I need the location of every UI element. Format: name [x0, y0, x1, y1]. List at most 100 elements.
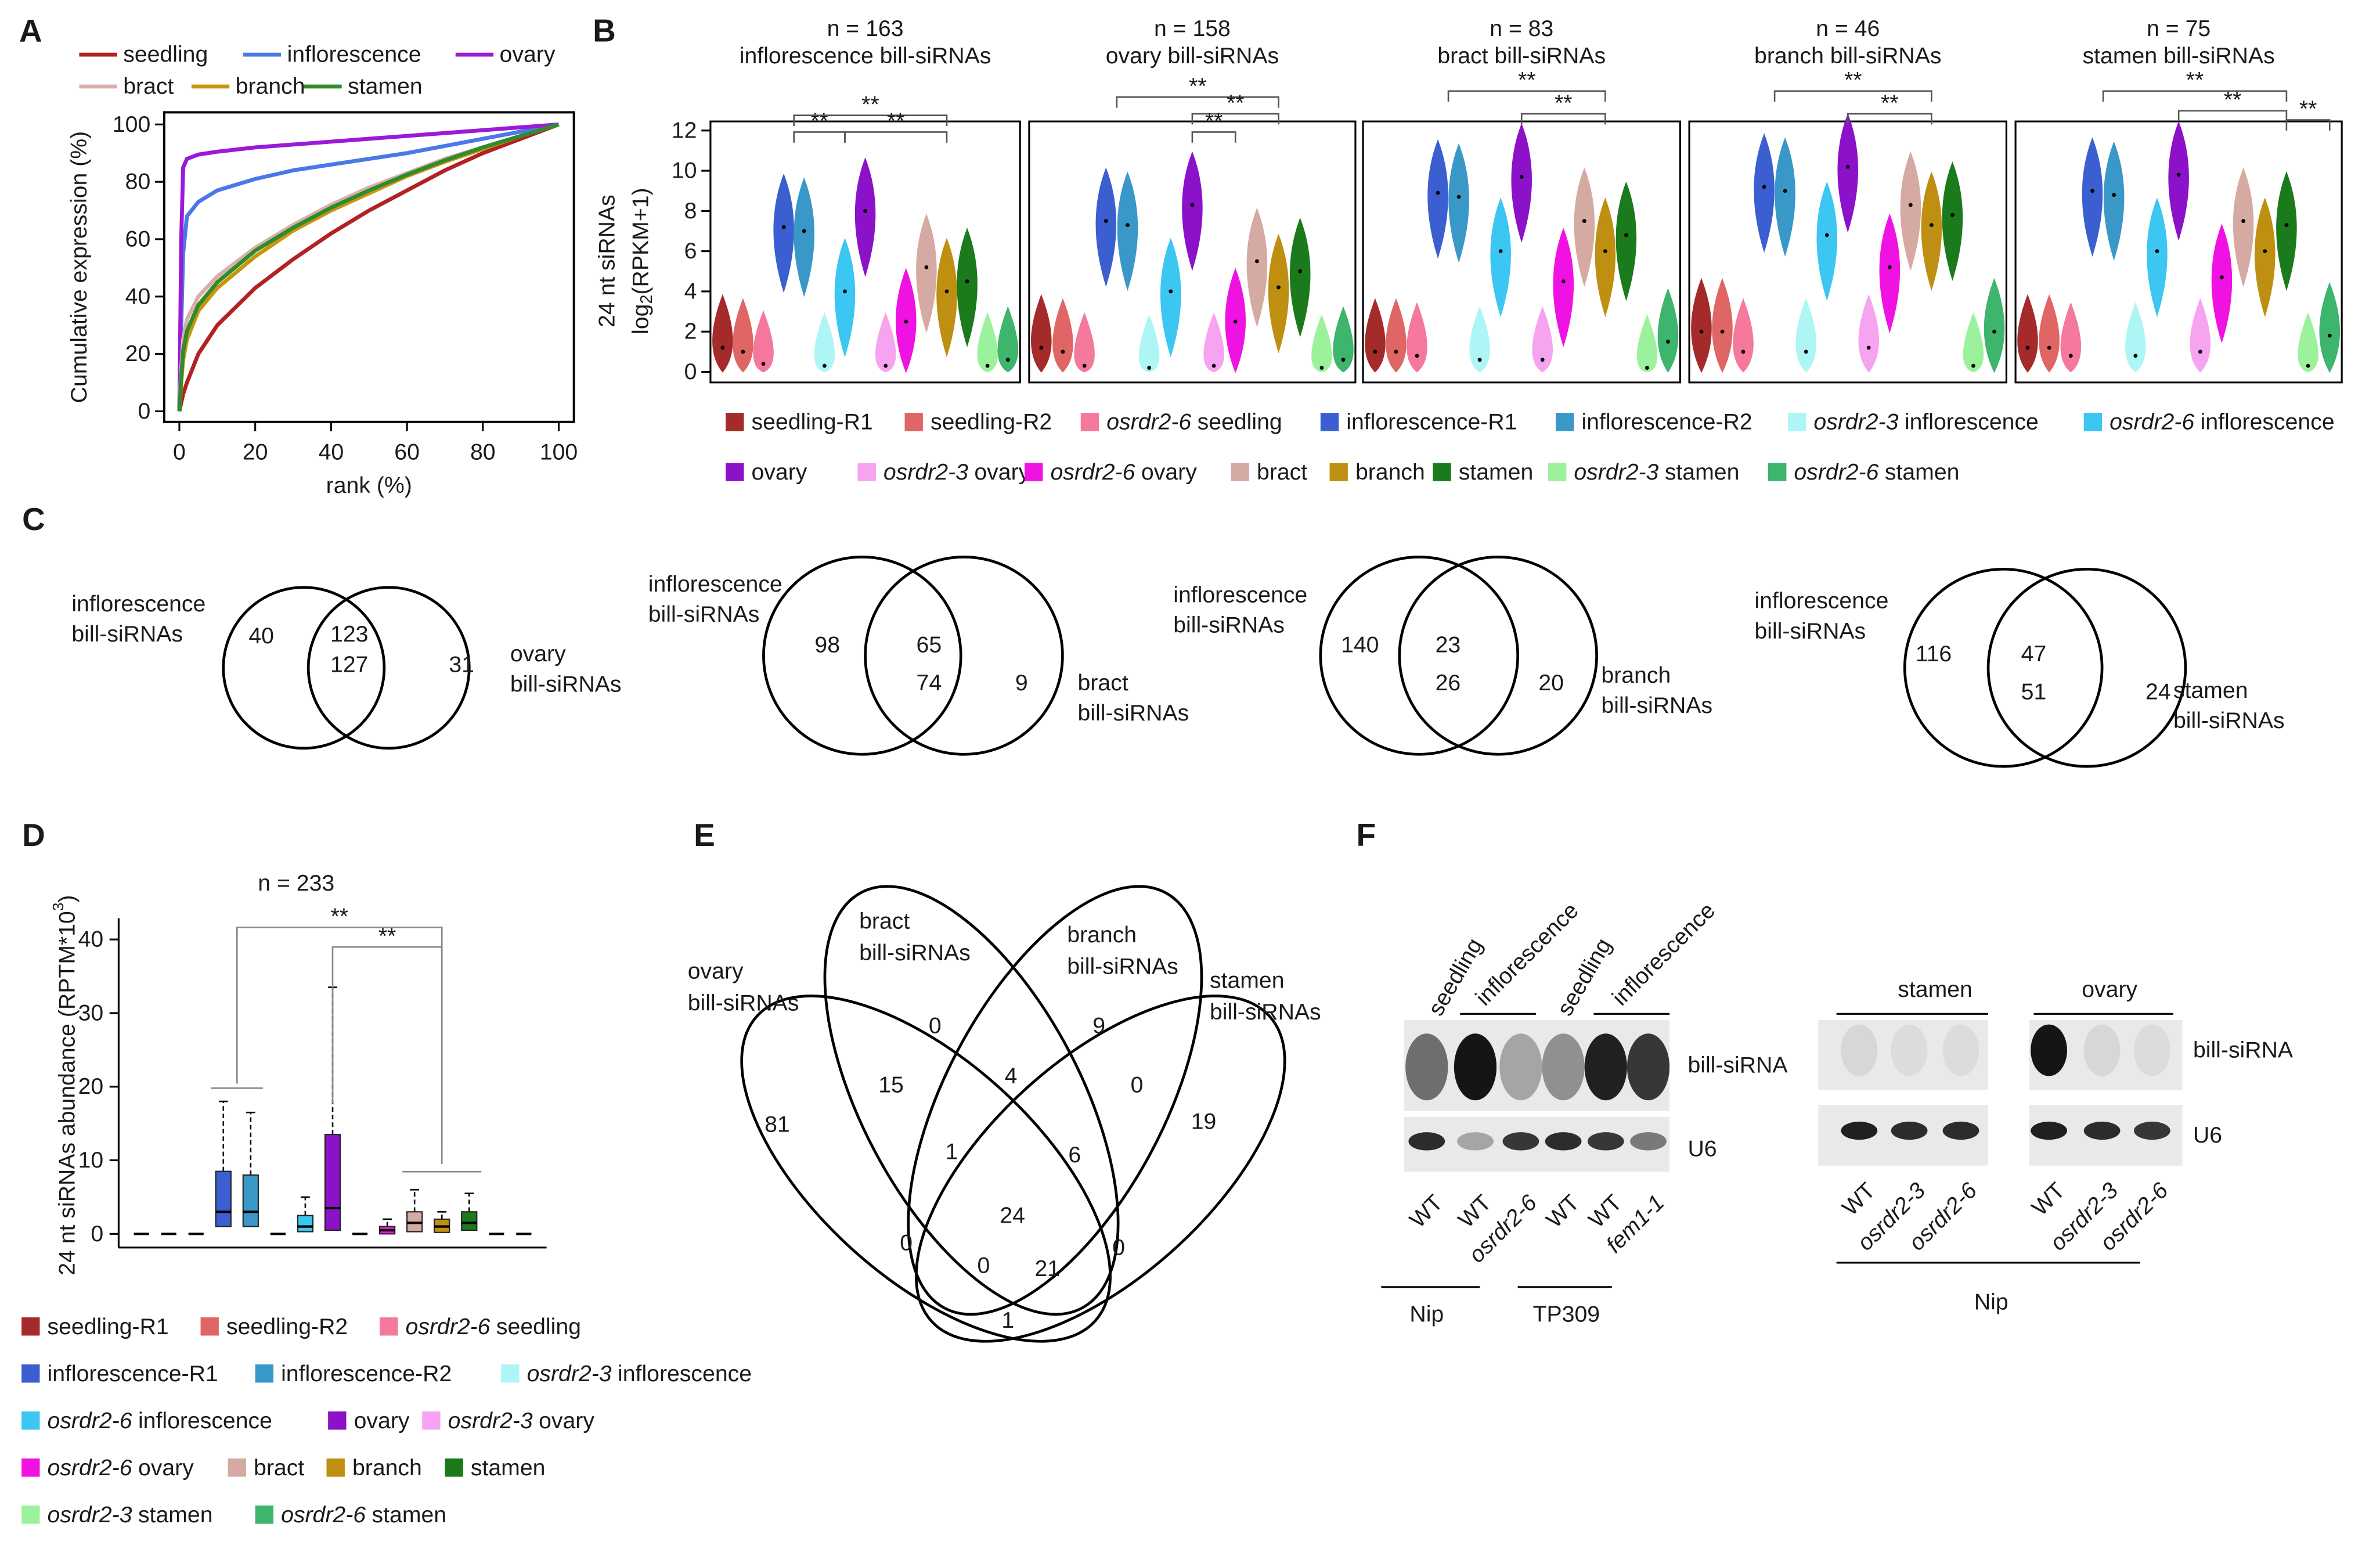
- panel-letter: B: [593, 12, 616, 48]
- violin-median: [1341, 358, 1346, 362]
- series-line: [177, 123, 560, 412]
- subplot-title: branch bill-siRNAs: [1754, 44, 1941, 69]
- legend-label: osrdr2-3 inflorescence: [1813, 409, 2038, 434]
- violin: [1712, 278, 1733, 373]
- significance-star: **: [1881, 91, 1899, 116]
- y-tick-label: 10: [78, 1148, 104, 1173]
- legend-mutant: osrdr2-6: [281, 1502, 366, 1527]
- legend-label: osrdr2-3 inflorescence: [527, 1361, 752, 1386]
- legend-tissue: seedling-R1: [752, 409, 873, 434]
- venn-count: 47: [2021, 642, 2047, 666]
- venn-set-label: inflorescence: [71, 592, 205, 617]
- y-tick-label: 40: [125, 284, 151, 309]
- significance-bracket: [1191, 131, 1236, 143]
- violin-median: [1561, 279, 1566, 284]
- subplot-title: inflorescence bill-siRNAs: [740, 44, 991, 69]
- subplot-title: bract bill-siRNAs: [1437, 44, 1606, 69]
- legend-swatch: [1025, 463, 1043, 481]
- legend-label: seedling-R2: [226, 1314, 348, 1339]
- violin-median: [1845, 164, 1850, 169]
- panel-letter: F: [1356, 817, 1376, 853]
- y-tick-label: 80: [125, 170, 151, 194]
- violin-median: [944, 289, 949, 294]
- legend-swatch: [2083, 413, 2103, 431]
- violin-median: [2155, 249, 2159, 254]
- blot-band: [1891, 1121, 1928, 1140]
- venn-count: 21: [1034, 1256, 1060, 1281]
- y-axis-label-part: ): [55, 895, 80, 903]
- violin: [1074, 312, 1095, 373]
- violin: [1754, 133, 1775, 253]
- violin-median: [1971, 363, 1975, 368]
- venn-count: 98: [814, 633, 840, 658]
- venn-count: 20: [1538, 671, 1564, 696]
- legend-mutant: osrdr2-6: [405, 1314, 490, 1339]
- violin-median: [904, 319, 908, 324]
- significance-star: **: [1205, 109, 1223, 134]
- significance-bracket: [1191, 113, 1279, 125]
- violin-median: [1866, 345, 1871, 350]
- significance-bracket: [2102, 90, 2288, 102]
- legend-label: osrdr2-3 stamen: [48, 1502, 213, 1527]
- blot-band: [2083, 1024, 2121, 1076]
- legend-mutant: osrdr2-6: [1050, 460, 1135, 485]
- violin-median: [1319, 366, 1324, 370]
- violin-median: [1624, 233, 1628, 237]
- venn-count: 0: [1131, 1073, 1144, 1098]
- panel-letter: E: [694, 817, 715, 853]
- violin: [1984, 278, 2005, 373]
- legend-mutant: osrdr2-6: [2109, 409, 2194, 434]
- legend-tissue: ovary: [974, 460, 1030, 485]
- violin-median: [2068, 354, 2073, 358]
- violin: [1574, 167, 1595, 287]
- legend-swatch: [255, 1505, 274, 1524]
- venn-count: 24: [2145, 680, 2171, 705]
- panel-letter: D: [22, 817, 45, 853]
- venn-set-label: ovary: [688, 959, 744, 984]
- violin: [1553, 228, 1574, 348]
- y-axis-label: 24 nt siRNAs: [595, 194, 620, 327]
- violin: [936, 237, 957, 358]
- venn-ellipse: [907, 885, 1203, 1316]
- subplot-title: ovary bill-siRNAs: [1106, 44, 1279, 69]
- legend-swatch: [1548, 463, 1567, 481]
- legend-label: osrdr2-6 seedling: [1106, 409, 1282, 434]
- violin-median: [2198, 350, 2202, 354]
- blot-band: [1841, 1024, 1878, 1076]
- violin-median: [1298, 269, 1303, 273]
- violin: [1246, 207, 1268, 327]
- violin: [1448, 143, 1469, 263]
- violin-median: [2176, 172, 2181, 177]
- blot-band: [1454, 1033, 1497, 1101]
- venn-set-label: inflorescence: [1754, 589, 1888, 614]
- legend-label: seedling-R1: [48, 1314, 169, 1339]
- legend-tissue: branch: [1355, 460, 1425, 485]
- violin: [2082, 137, 2103, 257]
- violin: [1795, 298, 1816, 373]
- legend-mutant: osrdr2-6: [48, 1455, 132, 1480]
- significance-star: **: [1227, 91, 1245, 116]
- legend-label: ovary: [752, 460, 807, 485]
- violin-median: [2047, 345, 2051, 350]
- y-tick-label: 20: [78, 1074, 104, 1099]
- legend-label: branch: [236, 74, 305, 99]
- violin: [1203, 312, 1224, 373]
- band-label: bill-siRNA: [2193, 1038, 2294, 1063]
- violin: [977, 312, 998, 373]
- legend-swatch: [1787, 413, 1806, 431]
- venn-count: 4: [1005, 1064, 1018, 1089]
- violin-median: [843, 289, 847, 294]
- blot-band: [1545, 1132, 1582, 1151]
- violin: [1837, 113, 1858, 233]
- violin-median: [1147, 366, 1152, 370]
- x-axis-label: rank (%): [326, 473, 412, 498]
- venn-set-label: bill-siRNAs: [2173, 708, 2285, 733]
- y-tick-label: 12: [672, 118, 697, 143]
- significance-star: **: [1555, 91, 1573, 116]
- violin: [1031, 294, 1052, 373]
- violin: [1733, 298, 1754, 373]
- violin: [1900, 151, 1921, 271]
- subplot-count: n = 83: [1490, 16, 1553, 41]
